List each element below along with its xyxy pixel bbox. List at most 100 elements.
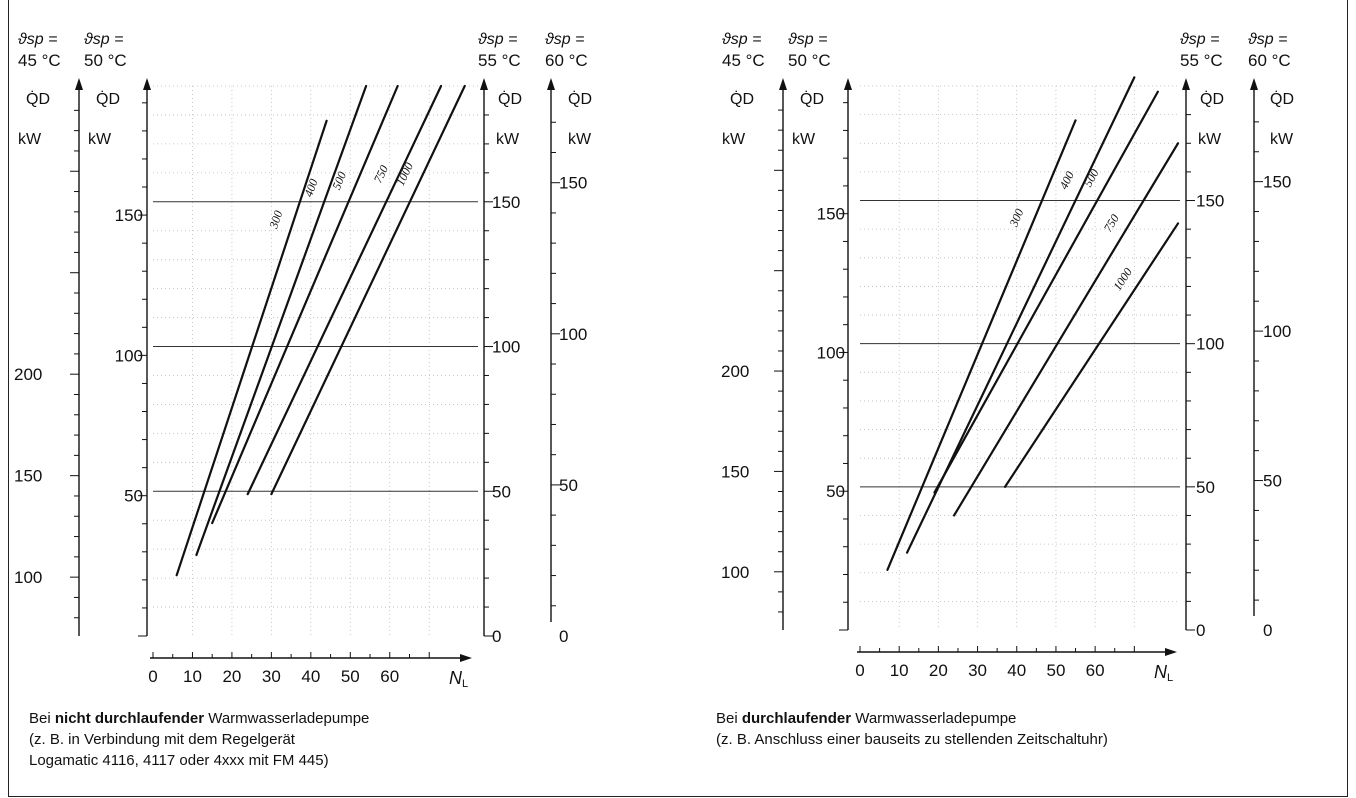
x-tick-label: 40 <box>1007 661 1026 680</box>
caption-right-line-2: (z. B. Anschluss einer bauseits zu stell… <box>716 731 1108 748</box>
y-tick-label: 0 <box>559 627 568 646</box>
y-axis-2: 50 100 150 ϑsp = 50 °C Q̇D kW <box>84 31 151 637</box>
series-label-500: 500 <box>1081 167 1102 190</box>
y-axis-arrow <box>1250 78 1258 90</box>
y-axis-temp-label: ϑsp = <box>84 31 123 48</box>
y-axis-quantity: Q̇D <box>1200 90 1224 108</box>
y-axis-temp-value: 60 °C <box>545 51 588 70</box>
series-line-750 <box>246 84 443 496</box>
y-axis-arrow <box>75 78 83 90</box>
y-axis-unit: kW <box>18 131 42 148</box>
x-axis-label: NL <box>1154 662 1173 684</box>
x-tick-label: 20 <box>929 661 948 680</box>
y-tick-label: 50 <box>1196 478 1215 497</box>
y-axis-3: 0 50 100 150 ϑsp = 55 °C Q̇D kW <box>1180 31 1224 640</box>
y-tick-label: 50 <box>124 487 143 506</box>
caption-left-line-1: Bei nicht durchlaufender Warmwasserladep… <box>29 710 370 727</box>
y-tick-label: 150 <box>1196 192 1224 211</box>
y-tick-label: 150 <box>1263 173 1291 192</box>
y-axis-unit: kW <box>1270 131 1294 148</box>
x-tick-label: 40 <box>301 667 320 686</box>
y-axis-arrow <box>844 78 852 90</box>
y-tick-label: 0 <box>1263 621 1272 640</box>
series-label-1000: 1000 <box>1110 265 1135 293</box>
y-axis-temp-label: ϑsp = <box>722 31 761 48</box>
x-tick-label: 60 <box>1086 661 1105 680</box>
caption-left-line-2: (z. B. in Verbindung mit dem Regelgerät <box>29 731 295 748</box>
grid <box>153 85 478 636</box>
y-tick-label: 100 <box>492 338 520 357</box>
series-label-400: 400 <box>1057 169 1077 191</box>
y-axis-temp-label: ϑsp = <box>1248 31 1287 48</box>
y-axis-temp-value: 50 °C <box>84 51 127 70</box>
y-axis-quantity: Q̇D <box>26 90 50 108</box>
y-axis-unit: kW <box>1198 131 1222 148</box>
x-tick-label: 50 <box>341 667 360 686</box>
y-axis-temp-label: ϑsp = <box>545 31 584 48</box>
series-label-400: 400 <box>301 177 320 199</box>
x-axis-arrow <box>460 654 472 662</box>
y-tick-label: 100 <box>1263 322 1291 341</box>
y-tick-label: 200 <box>721 362 749 381</box>
y-axis-quantity: Q̇D <box>568 90 592 108</box>
y-axis-unit: kW <box>722 131 746 148</box>
x-tick-label: 60 <box>380 667 399 686</box>
series-line-1000 <box>1003 222 1180 488</box>
y-tick-label: 100 <box>14 568 42 587</box>
y-axis-quantity: Q̇D <box>96 90 120 108</box>
y-tick-label: 150 <box>115 206 143 225</box>
y-tick-label: 0 <box>492 627 501 646</box>
y-axis-temp-label: ϑsp = <box>788 31 827 48</box>
series-line-1000 <box>270 84 466 496</box>
y-axis-1: 100 150 200 ϑsp = 45 °C Q̇D kW <box>14 31 83 636</box>
y-axis-temp-label: ϑsp = <box>478 31 517 48</box>
y-axis-arrow <box>480 78 488 90</box>
caption-right-line-1: Bei durchlaufender Warmwasserladepumpe <box>716 710 1017 727</box>
series-label-500: 500 <box>329 170 349 192</box>
y-axis-temp-label: ϑsp = <box>1180 31 1219 48</box>
y-axis-quantity: Q̇D <box>1270 90 1294 108</box>
figure-frame <box>8 0 1348 797</box>
y-tick-label: 150 <box>14 467 42 486</box>
series-label-750: 750 <box>1101 212 1122 235</box>
x-tick-label: 20 <box>222 667 241 686</box>
x-tick-label: 50 <box>1046 661 1065 680</box>
x-tick-label: 10 <box>890 661 909 680</box>
y-axis-3: 0 50 100 150 ϑsp = 55 °C Q̇D kW <box>478 31 522 646</box>
y-axis-temp-value: 45 °C <box>18 51 61 70</box>
y-tick-label: 100 <box>817 343 845 362</box>
series-line-400 <box>195 84 368 557</box>
y-axis-quantity: Q̇D <box>800 90 824 108</box>
y-axis-temp-value: 55 °C <box>478 51 521 70</box>
y-axis-4: 0 50 100 150 ϑsp = 60 °C Q̇D kW <box>545 31 592 646</box>
y-axis-unit: kW <box>496 131 520 148</box>
y-axis-2: 50 100 150 ϑsp = 50 °C Q̇D kW <box>788 31 852 631</box>
y-tick-label: 150 <box>492 193 520 212</box>
y-tick-label: 150 <box>559 174 587 193</box>
y-tick-label: 100 <box>721 563 749 582</box>
series-line-500 <box>211 84 399 525</box>
y-tick-label: 50 <box>1263 472 1282 491</box>
series-label-300: 300 <box>266 209 285 231</box>
y-axis-quantity: Q̇D <box>498 90 522 108</box>
y-axis-unit: kW <box>568 131 592 148</box>
x-tick-label: 0 <box>148 667 157 686</box>
series-line-750 <box>952 142 1180 517</box>
x-tick-label: 30 <box>262 667 281 686</box>
y-axis-temp-value: 60 °C <box>1248 51 1291 70</box>
series-line-500 <box>933 90 1159 494</box>
y-axis-unit: kW <box>792 131 816 148</box>
y-axis-4: 0 50 100 150 ϑsp = 60 °C Q̇D kW <box>1248 31 1294 640</box>
series-label-300: 300 <box>1006 207 1026 230</box>
y-axis-temp-value: 55 °C <box>1180 51 1223 70</box>
y-axis-1: 100 150 200 ϑsp = 45 °C Q̇D kW <box>721 31 787 630</box>
y-tick-label: 100 <box>1196 335 1224 354</box>
x-tick-label: 0 <box>855 661 864 680</box>
y-axis-arrow <box>547 78 555 90</box>
series-line-300 <box>175 119 328 577</box>
y-tick-label: 150 <box>817 205 845 224</box>
x-tick-label: 30 <box>968 661 987 680</box>
